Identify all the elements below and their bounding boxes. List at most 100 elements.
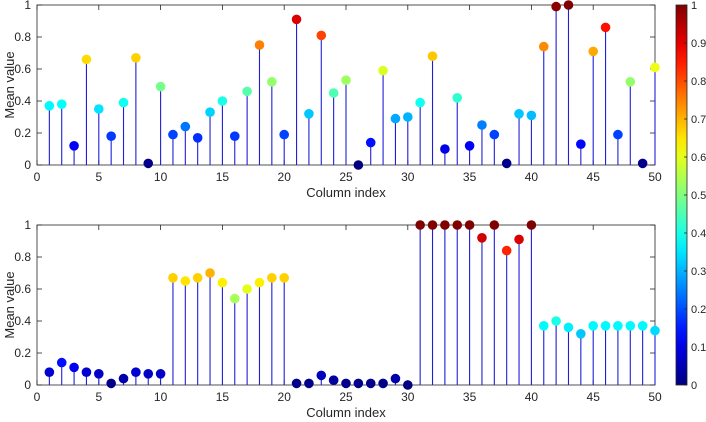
stem-marker <box>625 77 636 87</box>
stem-marker <box>56 357 67 368</box>
colorbar-tick-label: 0.7 <box>691 114 706 126</box>
stem-marker <box>106 378 116 389</box>
stem-marker <box>279 129 290 140</box>
stem-marker <box>205 107 215 117</box>
y-tick-label: 0.8 <box>14 30 31 44</box>
x-tick-label: 15 <box>216 390 230 404</box>
x-tick-label: 50 <box>648 170 662 184</box>
stem-marker <box>551 316 561 326</box>
stem-marker <box>526 220 537 230</box>
x-tick-label: 50 <box>648 390 662 404</box>
stem-marker <box>440 144 450 154</box>
stem-marker <box>168 273 178 283</box>
stem-marker <box>600 22 611 33</box>
y-axis-label: Mean value <box>2 51 17 118</box>
x-tick-label: 25 <box>339 170 353 184</box>
stem-marker <box>94 369 104 379</box>
stem-marker <box>180 121 191 132</box>
stem-marker <box>353 378 364 389</box>
stem-marker <box>267 273 277 283</box>
stem-marker <box>551 1 561 12</box>
x-tick-label: 10 <box>154 390 168 404</box>
stem-marker <box>378 65 388 76</box>
x-tick-label: 25 <box>339 390 353 404</box>
stem-marker <box>452 93 463 103</box>
y-tick-label: 0.8 <box>14 250 31 264</box>
stem-marker <box>353 160 364 170</box>
stem-marker <box>576 139 586 149</box>
stem-marker <box>168 129 178 140</box>
stem-marker <box>118 373 129 384</box>
x-tick-label: 35 <box>463 170 477 184</box>
stem-marker <box>81 367 92 378</box>
stem-marker <box>588 46 598 57</box>
stem-marker <box>81 54 92 65</box>
stem-marker <box>279 273 290 283</box>
stem-marker <box>69 362 79 373</box>
colorbar: 0 0.1 0.2 0.3 0.4 0.5 0.6 0.7 0.8 0.9 1 <box>675 0 706 392</box>
stem-marker <box>155 369 166 379</box>
stem-marker <box>563 322 574 333</box>
axes-box <box>36 224 656 386</box>
stem-marker <box>205 268 215 278</box>
stem-marker <box>477 233 487 243</box>
y-tick-label: 0.6 <box>14 62 31 76</box>
x-tick-label: 10 <box>154 170 168 184</box>
colorbar-tick-label: 0.3 <box>691 266 706 278</box>
stem-marker <box>304 109 314 119</box>
stem-plot-1: 00.20.40.60.810 5 10 15 20 25 30 35 40 45 50Column… <box>2 0 662 200</box>
stem-marker <box>440 220 450 230</box>
stem-marker <box>242 86 252 97</box>
stem-marker <box>588 321 598 331</box>
x-tick-label: 35 <box>463 390 477 404</box>
x-tick-label: 30 <box>401 170 415 184</box>
colorbar-tick-label: 0.6 <box>691 152 706 164</box>
x-tick-label: 40 <box>525 390 539 404</box>
stem-marker <box>650 325 660 336</box>
y-tick-label: 0 <box>24 158 31 172</box>
stem-marker <box>501 158 512 169</box>
stem-marker <box>44 101 55 111</box>
colorbar-tick-label: 0.4 <box>691 228 706 240</box>
stem-marker <box>427 51 438 61</box>
colorbar-tick-label: 0 <box>691 380 697 392</box>
stem-marker <box>316 370 327 381</box>
stem-marker <box>538 41 549 52</box>
colorbar-tick-label: 0.9 <box>691 38 706 50</box>
y-tick-label: 1 <box>24 218 31 232</box>
stem-marker <box>365 137 376 148</box>
stem-marker <box>341 75 351 85</box>
stem-marker <box>217 96 228 106</box>
colorbar-tick-label: 1 <box>691 0 697 12</box>
stem-marker <box>650 62 660 73</box>
y-tick-label: 0.2 <box>14 126 31 140</box>
stem-marker <box>501 245 512 256</box>
stem-marker <box>192 273 203 283</box>
stem-marker <box>304 378 314 389</box>
colorbar-tick-label: 0.8 <box>691 76 706 88</box>
stem-marker <box>69 141 79 151</box>
stem-marker <box>625 321 636 331</box>
stem-marker <box>600 321 611 331</box>
x-tick-label: 5 <box>95 390 102 404</box>
stem-marker <box>415 220 425 230</box>
x-tick-label: 20 <box>278 390 292 404</box>
stem-marker <box>254 277 265 288</box>
stem-marker <box>637 158 648 169</box>
stem-marker <box>403 380 413 390</box>
x-tick-label: 0 <box>34 390 41 404</box>
stem-marker <box>94 104 104 114</box>
stem-marker <box>514 109 524 119</box>
y-tick-label: 0.6 <box>14 282 31 296</box>
stem-marker <box>229 131 240 141</box>
x-tick-label: 0 <box>34 170 41 184</box>
stem-marker <box>489 129 500 140</box>
x-tick-label: 20 <box>278 170 292 184</box>
stem-marker <box>291 378 302 389</box>
x-tick-label: 40 <box>525 170 539 184</box>
stem-marker <box>242 284 252 294</box>
stem-marker <box>328 88 339 98</box>
x-tick-label: 45 <box>587 170 601 184</box>
stem-marker <box>229 293 240 304</box>
